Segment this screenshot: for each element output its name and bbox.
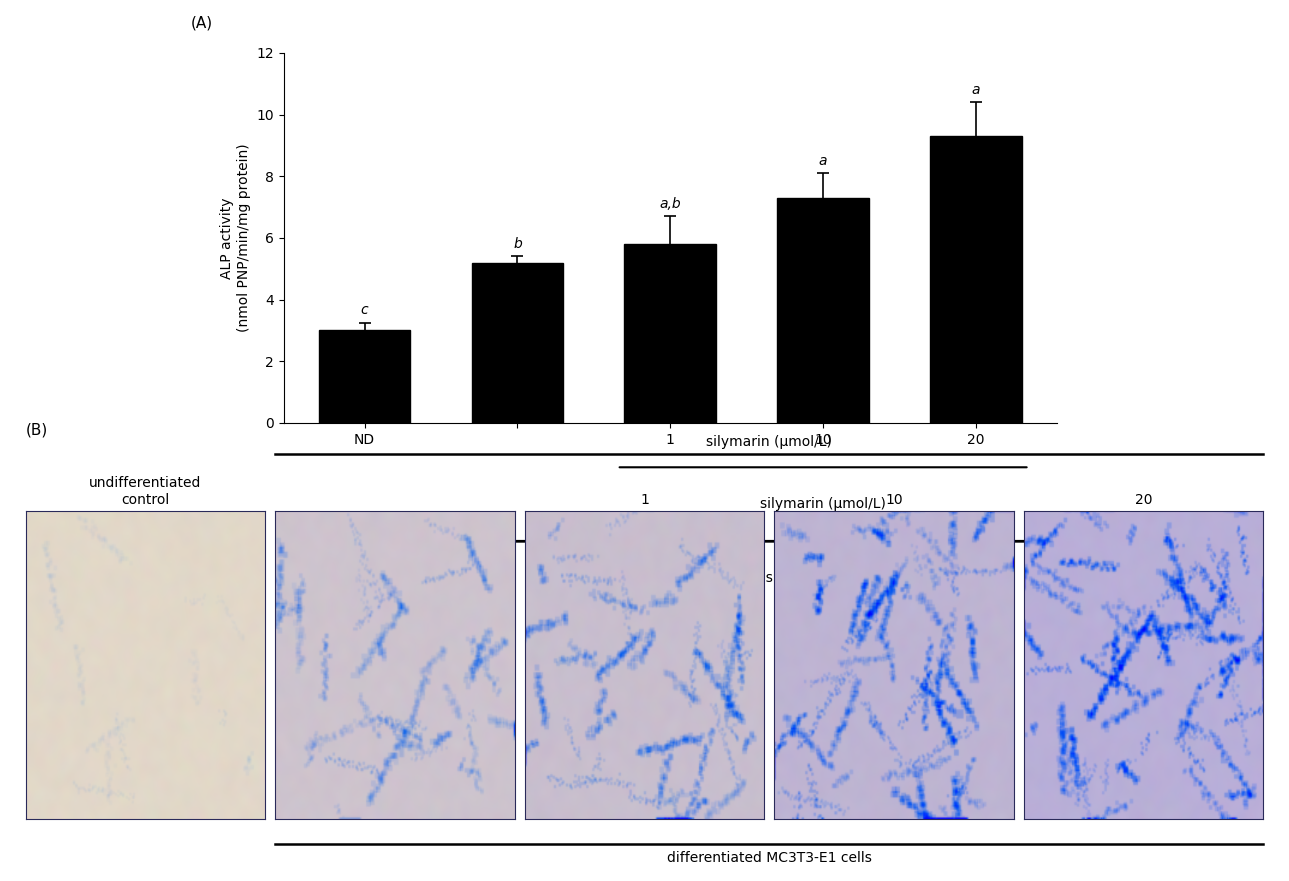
Text: 10: 10 — [886, 492, 902, 507]
Text: c: c — [361, 303, 369, 317]
Text: silymarin (μmol/L): silymarin (μmol/L) — [706, 435, 833, 449]
Text: undifferentiated
control: undifferentiated control — [89, 477, 201, 507]
Y-axis label: ALP activity
(nmol PNP/min/mg protein): ALP activity (nmol PNP/min/mg protein) — [220, 144, 250, 332]
Bar — [777, 198, 869, 423]
Text: differentiated MC3T3-E1 cells: differentiated MC3T3-E1 cells — [666, 851, 871, 865]
Text: differentiated MC3T3-E1 cells: differentiated MC3T3-E1 cells — [568, 571, 772, 585]
Text: silymarin (μmol/L): silymarin (μmol/L) — [761, 497, 886, 511]
Text: a: a — [972, 83, 980, 97]
Bar — [318, 330, 410, 423]
Text: (A): (A) — [191, 16, 213, 31]
Text: a,b: a,b — [660, 196, 681, 211]
Text: (B): (B) — [26, 423, 48, 438]
Text: 20: 20 — [1134, 492, 1152, 507]
Bar — [472, 263, 563, 423]
Text: 1: 1 — [641, 492, 648, 507]
Bar — [624, 244, 717, 423]
Bar — [931, 137, 1022, 423]
Text: a: a — [819, 153, 828, 167]
Text: b: b — [513, 237, 522, 251]
